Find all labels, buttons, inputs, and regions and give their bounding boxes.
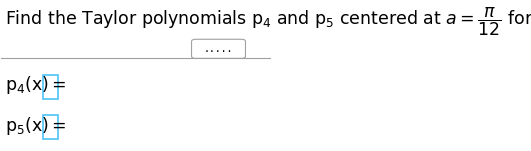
Text: $\mathrm{p_5(x)}=$: $\mathrm{p_5(x)}=$ <box>5 115 67 137</box>
FancyBboxPatch shape <box>192 39 245 58</box>
Text: $\mathrm{p_4(x)}=$: $\mathrm{p_4(x)}=$ <box>5 74 67 96</box>
FancyBboxPatch shape <box>43 75 58 99</box>
FancyBboxPatch shape <box>43 115 58 139</box>
Text: .....: ..... <box>204 44 233 54</box>
Text: Find the Taylor polynomials $\mathrm{p_4}$ and $\mathrm{p_5}$ centered at $a = \: Find the Taylor polynomials $\mathrm{p_4… <box>5 5 531 38</box>
